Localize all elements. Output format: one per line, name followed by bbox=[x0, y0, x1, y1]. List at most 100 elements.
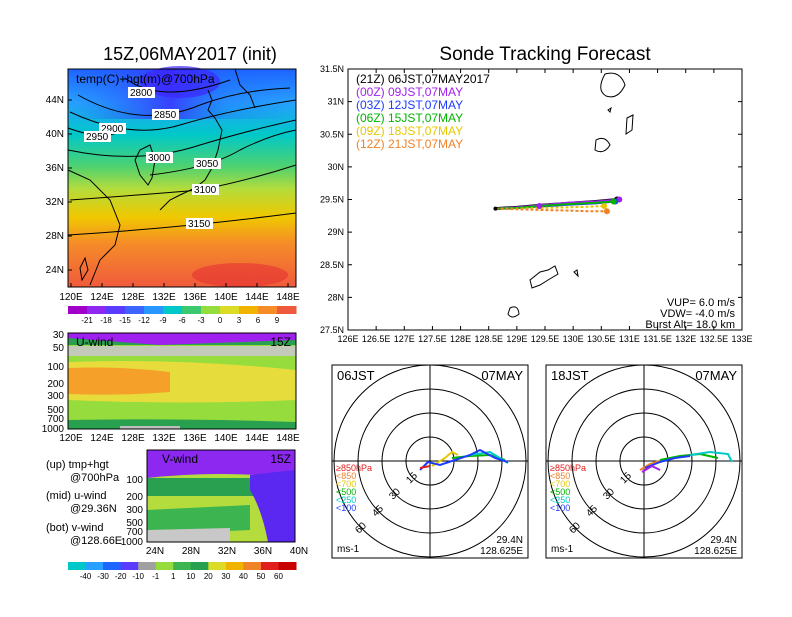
contour-label-3050: 3050 bbox=[196, 159, 219, 170]
track-legend-entry: (03Z) 12JST,07MAY bbox=[356, 98, 463, 112]
track-x-tick-label: 129E bbox=[506, 334, 527, 344]
hodo-right-trace-blue bbox=[644, 455, 691, 469]
temp-colorbar-swatch bbox=[68, 306, 88, 314]
coastline-sakhalin bbox=[234, 68, 256, 109]
contour-label-2950: 2950 bbox=[86, 132, 109, 143]
contour-2850 bbox=[77, 87, 291, 116]
island-kyushu-tip bbox=[600, 72, 626, 98]
wind-colorbar-label: 1 bbox=[171, 572, 176, 581]
v-x-tick-label: 40N bbox=[290, 546, 308, 557]
temp-colorbar-swatch bbox=[239, 306, 259, 314]
track-y-tick-label: 29N bbox=[327, 227, 344, 237]
contour-label-2850: 2850 bbox=[154, 110, 177, 121]
temp-colorbar-swatch bbox=[277, 306, 297, 314]
track-y-tick-label: 31.5N bbox=[320, 64, 344, 74]
temp-colorbar-label: -6 bbox=[178, 316, 186, 325]
v-wind-label: V-wind bbox=[162, 452, 198, 466]
hodo-level-label: <100 bbox=[336, 503, 356, 513]
hodo-level-label: <700 bbox=[550, 479, 570, 489]
hodo-level-label: <500 bbox=[336, 487, 356, 497]
v-x-tick-label: 32N bbox=[218, 546, 236, 557]
temp-x-tick-label: 136E bbox=[183, 292, 207, 303]
u-y-tick-label: 50 bbox=[53, 343, 65, 354]
hodo-level-label: <500 bbox=[550, 487, 570, 497]
coastline-taiwan bbox=[79, 256, 89, 282]
temp-cold-core-center bbox=[140, 66, 220, 98]
legend-mid-1: (mid) u-wind bbox=[46, 490, 107, 502]
temp-colorbar-swatch bbox=[258, 306, 278, 314]
v-wind-time: 15Z bbox=[270, 452, 291, 466]
contour-label-3150: 3150 bbox=[188, 219, 211, 230]
v-x-tick-label: 28N bbox=[182, 546, 200, 557]
u-wind-gray-strip bbox=[68, 346, 296, 356]
contour-3000 bbox=[67, 119, 297, 157]
v-wind-frame bbox=[146, 449, 296, 543]
track-legend-entry: (12Z) 21JST,07MAY bbox=[356, 137, 463, 151]
wind-colorbar-swatch bbox=[278, 562, 297, 570]
u-y-tick-label: 200 bbox=[47, 379, 64, 390]
v-wind-purple-top bbox=[147, 450, 295, 478]
track-vdw: VDW= -4.0 m/s bbox=[660, 308, 735, 320]
temp-x-tick-label: 128E bbox=[121, 292, 145, 303]
track-y-ticks: 31.5N 31N 30.5N 30N 29.5N 29N 28.5N 28N 27.5N bbox=[320, 64, 742, 335]
wind-colorbar-label: 50 bbox=[256, 572, 265, 581]
u-x-ticks: 120E 124E 128E 132E 136E 140E 144E 148E bbox=[59, 433, 300, 444]
wind-colorbar-label: -30 bbox=[97, 572, 109, 581]
wind-colorbar-swatch bbox=[138, 562, 157, 570]
island-tanegashima bbox=[625, 114, 634, 135]
v-y-tick-label: 700 bbox=[126, 527, 143, 538]
wind-colorbar-label: 60 bbox=[274, 572, 283, 581]
contour-label-2800: 2800 bbox=[130, 88, 153, 99]
hodo-left-trace-red bbox=[419, 465, 431, 469]
hodo-left-levels: ≥850hPa<850<700<500<250<100 bbox=[336, 463, 372, 513]
hodo-left-trace-blue bbox=[419, 448, 509, 471]
u-y-tick-label: 500 bbox=[47, 405, 64, 416]
v-y-tick-label: 1000 bbox=[121, 537, 144, 548]
u-wind-bottom-gray bbox=[120, 426, 180, 429]
u-wind-time: 15Z bbox=[270, 335, 291, 349]
hodo-left-date: 07MAY bbox=[481, 368, 523, 383]
track-x-tick-label: 127E bbox=[394, 334, 415, 344]
temp-y-ticks: 44N 40N 36N 32N 28N 24N bbox=[46, 95, 72, 276]
track-x-tick-label: 126.5E bbox=[362, 334, 391, 344]
hodo-right-levels: ≥850hPa<850<700<500<250<100 bbox=[550, 463, 586, 513]
island-tokunoshima bbox=[507, 306, 520, 318]
u-x-tick-label: 140E bbox=[214, 433, 238, 444]
temp-colorbar-swatch bbox=[144, 306, 164, 314]
track-y-tick-label: 31N bbox=[327, 97, 344, 107]
u-y-tick-label: 1000 bbox=[42, 424, 65, 435]
track-frame bbox=[347, 68, 743, 331]
hodo-right-lat: 29.4N bbox=[710, 535, 737, 546]
wind-colorbar-swatch bbox=[260, 562, 279, 570]
track-x-tick-label: 131.5E bbox=[643, 334, 672, 344]
hodo-left-lat: 29.4N bbox=[496, 535, 523, 546]
wind-colorbar-swatch bbox=[120, 562, 139, 570]
track-y-tick-label: 30.5N bbox=[320, 129, 344, 139]
track-legend-entry: (06Z) 15JST,07MAY bbox=[356, 111, 463, 125]
temp-colorbar-swatch bbox=[182, 306, 202, 314]
hodo-level-label: <850 bbox=[550, 471, 570, 481]
wind-colorbar: -40 -30 -20 -10 -1 1 10 20 30 40 50 60 bbox=[68, 562, 297, 581]
u-x-tick-label: 120E bbox=[59, 433, 83, 444]
temp-y-tick-label: 36N bbox=[46, 163, 64, 174]
v-y-tick-label: 500 bbox=[126, 518, 143, 529]
u-y-tick-label: 100 bbox=[47, 362, 64, 373]
track-endpoint bbox=[603, 208, 610, 215]
contour-3050 bbox=[149, 129, 297, 176]
hodo-level-label: ≥850hPa bbox=[336, 463, 372, 473]
track-x-tick-label: 129.5E bbox=[531, 334, 560, 344]
hodo-right-date: 07MAY bbox=[695, 368, 737, 383]
legend-up-1: (up) tmp+hgt bbox=[46, 459, 109, 471]
u-wind-frame bbox=[67, 332, 297, 430]
u-x-tick-label: 136E bbox=[183, 433, 207, 444]
temp-y-tick-label: 28N bbox=[46, 231, 64, 242]
u-y-tick-label: 30 bbox=[53, 330, 65, 341]
temp-x-tick-label: 140E bbox=[214, 292, 238, 303]
temp-colorbar: -21 -18 -15 -12 -9 -6 -3 0 3 6 9 bbox=[68, 306, 297, 325]
contour-labels: 2800 2850 2900 2950 3000 3050 3100 3150 bbox=[84, 87, 221, 230]
track-endpoint bbox=[601, 203, 608, 210]
hodograph-right: 18JST 07MAY 15 30 45 60 ≥850hPa<850<700<… bbox=[545, 364, 743, 559]
island-small-1 bbox=[607, 106, 612, 113]
